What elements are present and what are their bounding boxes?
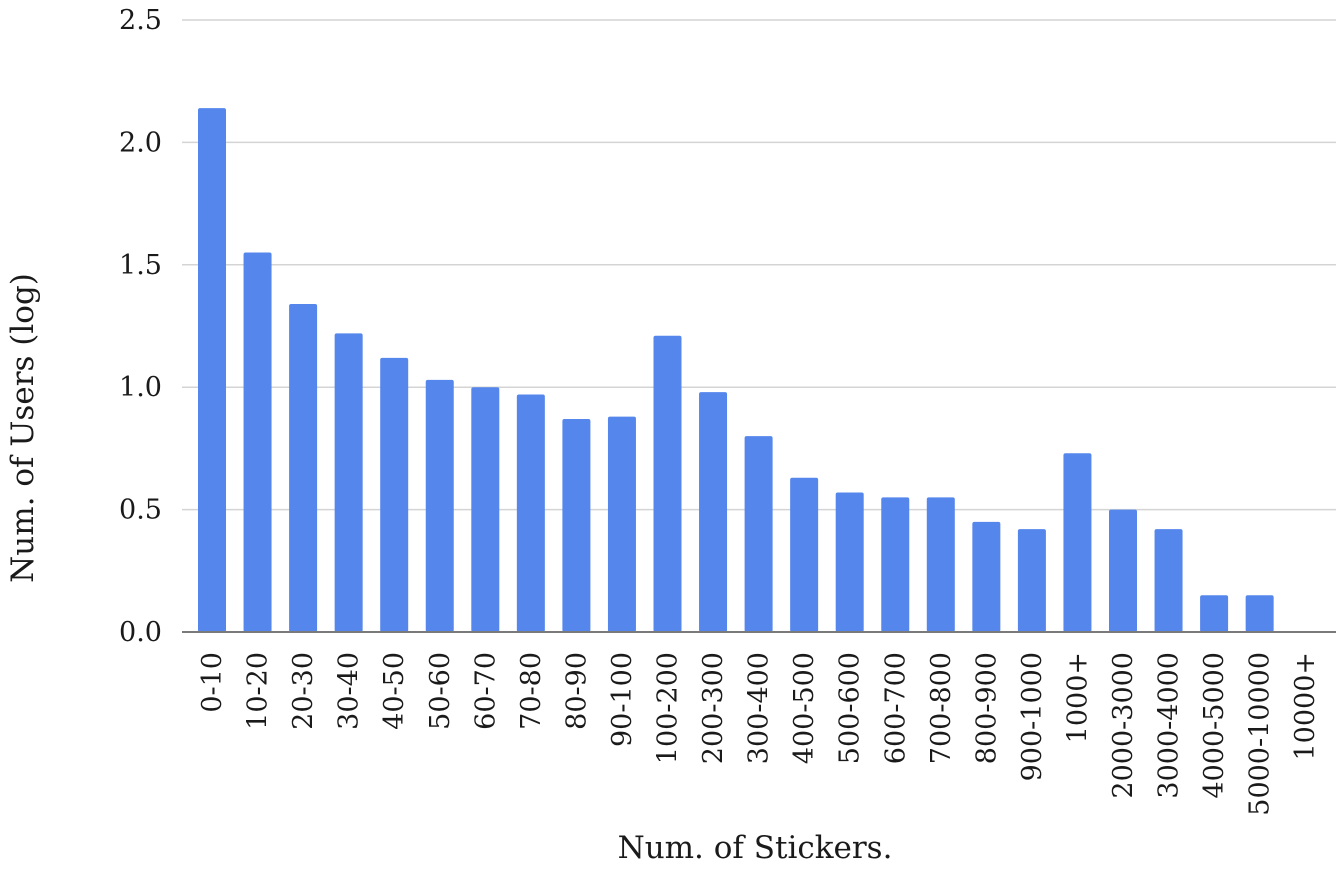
bar-20-30 bbox=[289, 303, 318, 632]
x-tick-label: 60-70 bbox=[470, 652, 501, 730]
x-tick-label: 20-30 bbox=[288, 652, 319, 730]
x-tick-label: 500-600 bbox=[835, 652, 866, 764]
bar-90-100 bbox=[607, 416, 636, 632]
bar-5000-10000 bbox=[1245, 595, 1274, 632]
bar-600-700 bbox=[881, 497, 910, 632]
bar-10-20 bbox=[243, 252, 272, 632]
bar-2000-3000 bbox=[1109, 509, 1137, 632]
x-tick-label: 700-800 bbox=[926, 652, 957, 764]
bar-30-40 bbox=[334, 333, 363, 632]
x-tick-label: 90-100 bbox=[607, 652, 638, 747]
x-tick-label: 4000-5000 bbox=[1199, 652, 1230, 799]
x-tick-label: 300-400 bbox=[744, 652, 775, 764]
bar-200-300 bbox=[699, 392, 728, 632]
x-tick-label: 800-900 bbox=[971, 652, 1002, 764]
y-tick-label: 1.5 bbox=[119, 250, 162, 281]
bars bbox=[198, 108, 1274, 633]
bar-80-90 bbox=[562, 419, 591, 632]
bar-100-200 bbox=[653, 335, 682, 632]
bar-300-400 bbox=[744, 436, 773, 632]
y-tick-label: 1.0 bbox=[119, 372, 162, 403]
bar-1000+ bbox=[1063, 453, 1092, 632]
x-tick-label: 1000+ bbox=[1062, 652, 1093, 743]
bar-70-80 bbox=[516, 394, 545, 632]
x-tick-labels: 0-10 10-20 20-30 30-40 40-50 50-60 60-70 70-80 8… bbox=[197, 652, 1321, 816]
bar-60-70 bbox=[471, 387, 500, 632]
bar-700-800 bbox=[926, 497, 955, 632]
gridlines bbox=[182, 19, 1336, 511]
x-tick-label: 5000-10000 bbox=[1245, 652, 1276, 816]
y-tick-label: 2.5 bbox=[119, 5, 162, 36]
x-tick-label: 400-500 bbox=[789, 652, 820, 764]
bar-500-600 bbox=[835, 492, 864, 632]
y-tick-label: 0.5 bbox=[119, 495, 162, 526]
x-tick-label: 900-1000 bbox=[1017, 652, 1048, 781]
x-tick-label: 10-20 bbox=[243, 652, 274, 730]
y-tick-labels: 0.0 0.5 1.0 1.5 2.0 2.5 bbox=[119, 5, 162, 648]
x-tick-label: 80-90 bbox=[561, 652, 592, 730]
bar-40-50 bbox=[380, 357, 409, 632]
x-tick-label: 40-50 bbox=[379, 652, 410, 730]
x-tick-label: 30-40 bbox=[334, 652, 365, 730]
bar-900-1000 bbox=[1017, 529, 1046, 632]
y-axis-title: Num. of Users (log) bbox=[5, 273, 41, 583]
x-tick-label: 50-60 bbox=[425, 652, 456, 730]
y-tick-label: 2.0 bbox=[119, 127, 162, 158]
bar-400-500 bbox=[790, 477, 819, 632]
x-tick-label: 2000-3000 bbox=[1108, 652, 1139, 799]
x-tick-label: 100-200 bbox=[653, 652, 684, 764]
bar-50-60 bbox=[425, 379, 454, 632]
x-tick-label: 0-10 bbox=[197, 652, 228, 713]
x-tick-label: 10000+ bbox=[1290, 652, 1321, 761]
y-tick-label: 0.0 bbox=[119, 617, 162, 648]
x-tick-label: 3000-4000 bbox=[1154, 652, 1185, 799]
x-axis-title: Num. of Stickers. bbox=[618, 830, 893, 866]
bar-4000-5000 bbox=[1200, 595, 1229, 632]
bar-3000-4000 bbox=[1154, 529, 1183, 632]
x-tick-label: 200-300 bbox=[698, 652, 729, 764]
x-tick-label: 70-80 bbox=[516, 652, 547, 730]
bar-800-900 bbox=[972, 521, 1001, 632]
x-tick-label: 600-700 bbox=[880, 652, 911, 764]
bar-0-10 bbox=[198, 108, 226, 633]
